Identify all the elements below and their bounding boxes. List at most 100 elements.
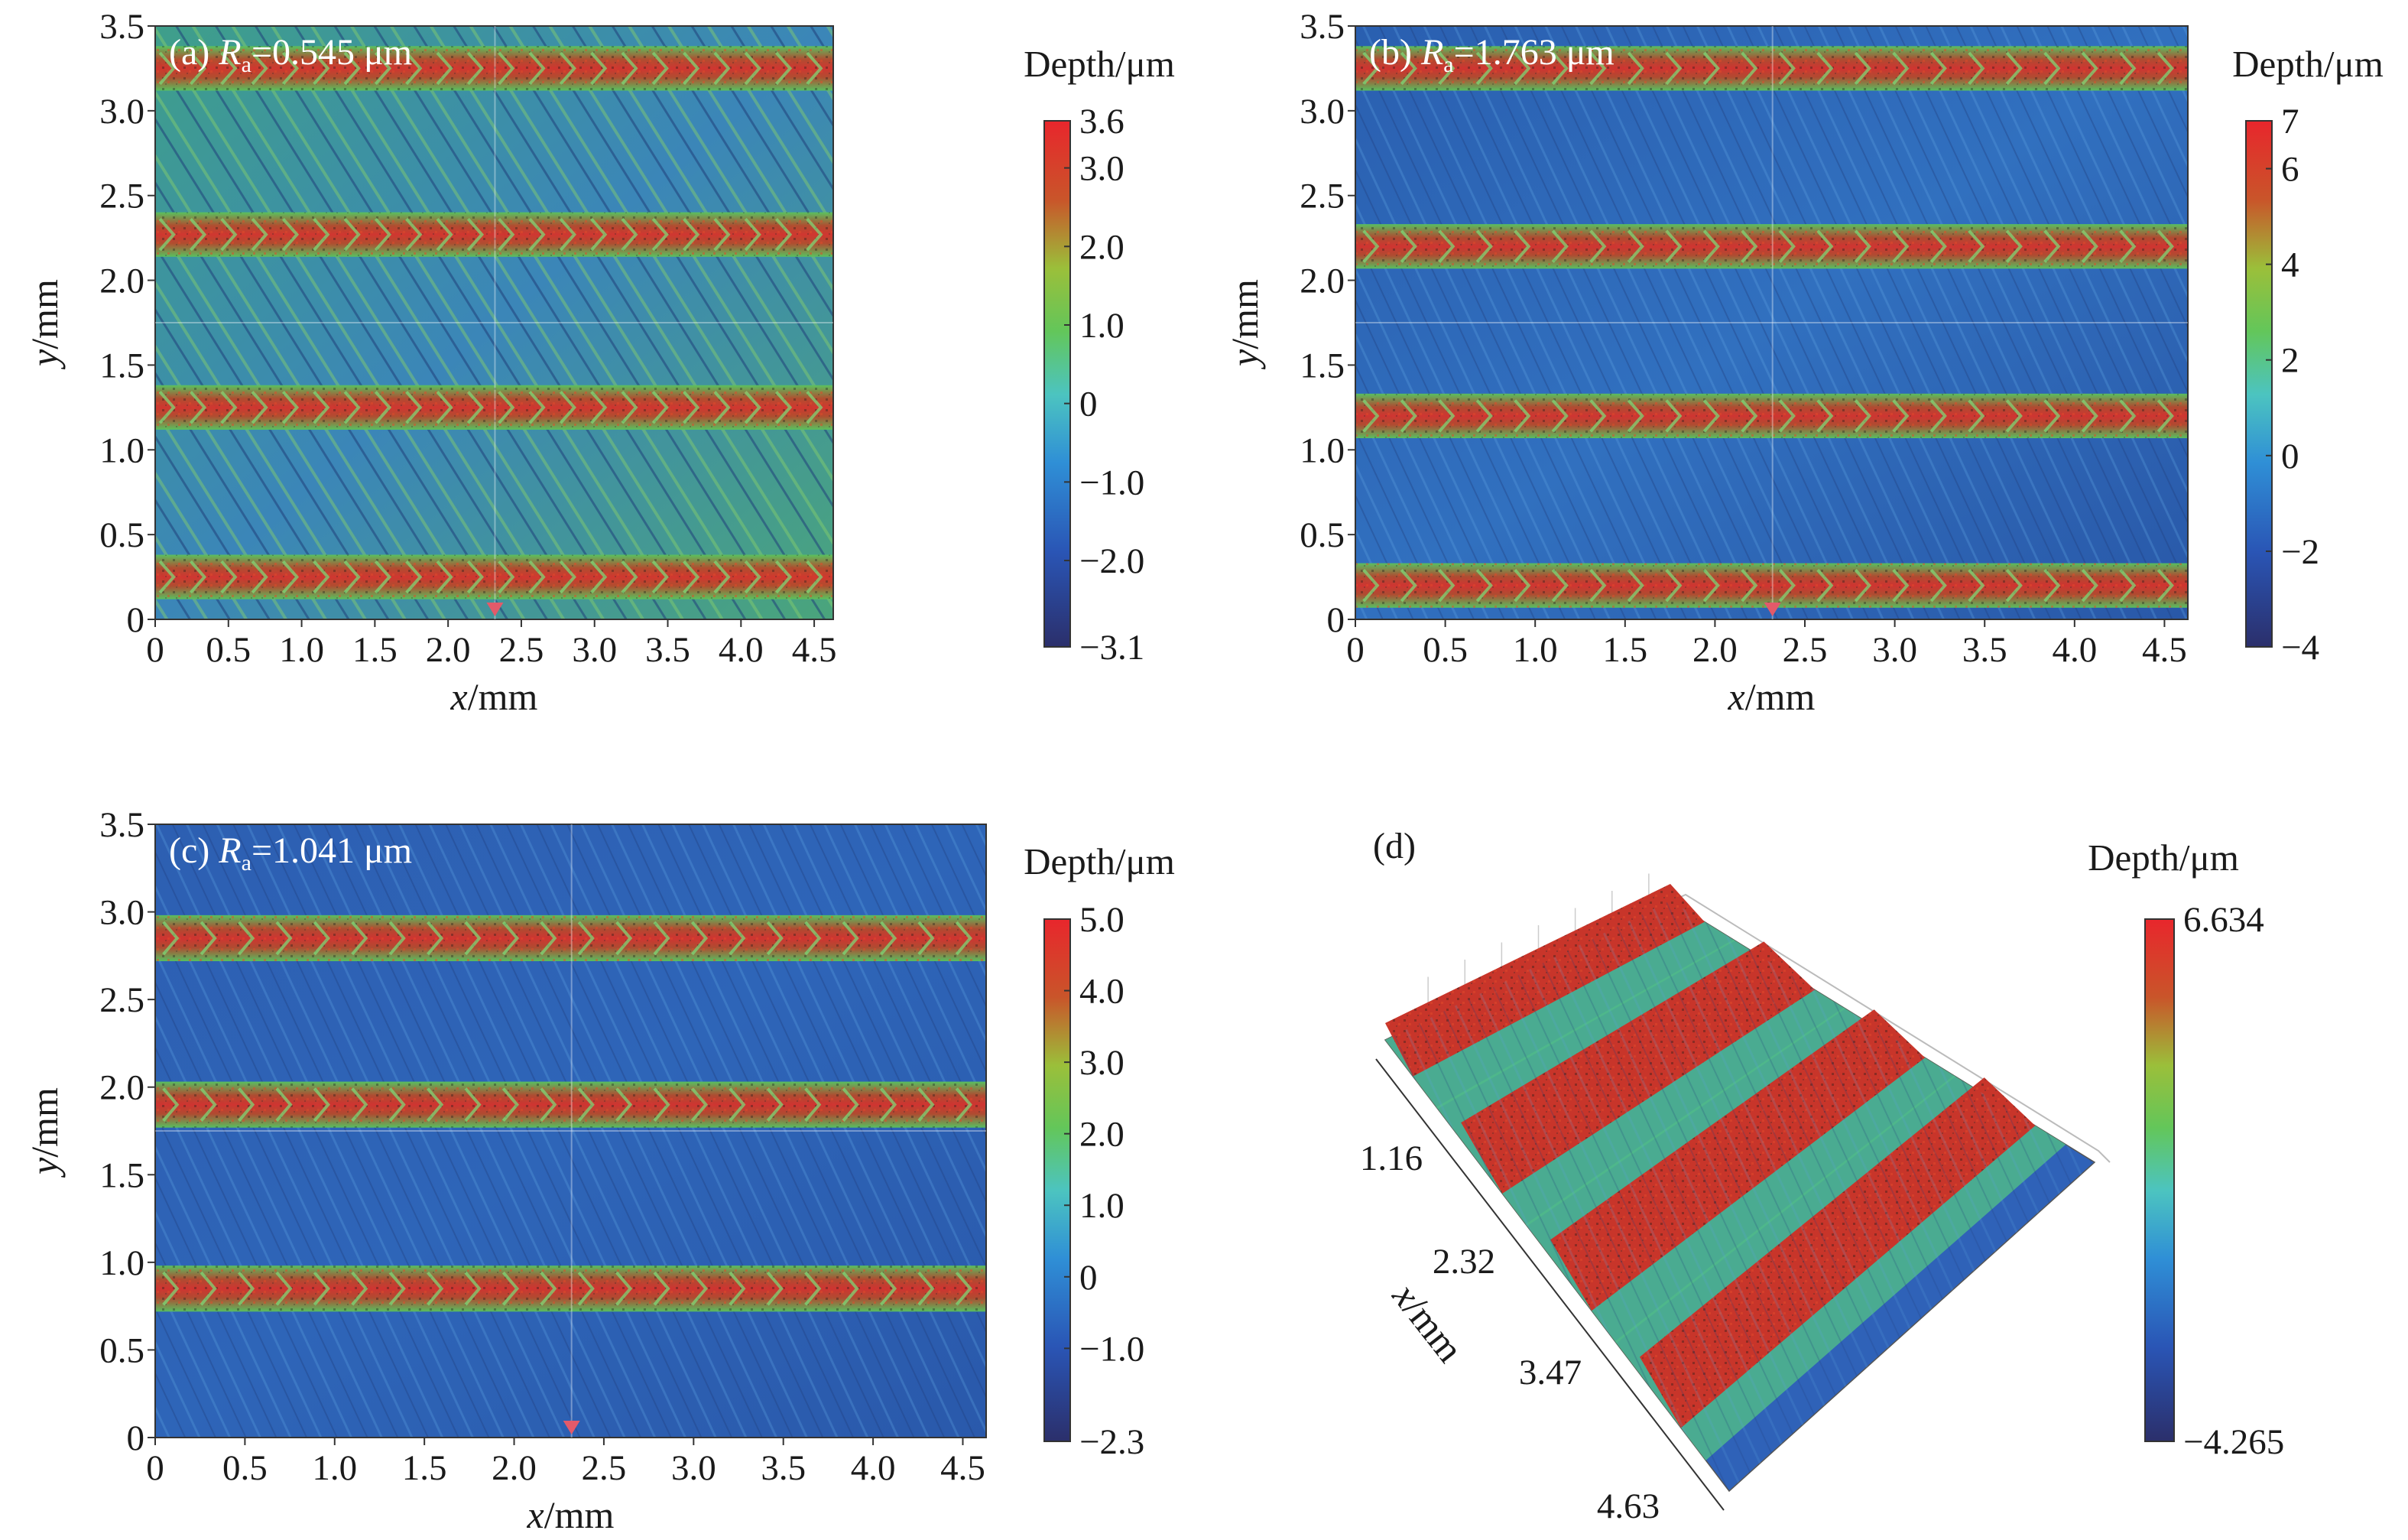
x-tick-label: 4.0: [719, 630, 764, 670]
ridge-texture: [1355, 393, 2188, 439]
ridge-chevron: [464, 1271, 482, 1306]
y-tick-label: 3.0: [99, 92, 144, 132]
ridge-chevron: [2043, 399, 2061, 433]
ridge-chevron: [806, 391, 823, 424]
ridge-chevron: [200, 1087, 217, 1122]
ridge-chevron: [1816, 399, 1834, 433]
panel-label: (a) Ra=0.545 μm: [169, 32, 412, 77]
ridge-chevron: [1892, 51, 1910, 86]
y-tick-label: 0: [127, 600, 145, 640]
ridge-chevron: [427, 1271, 444, 1306]
ridge-chevron: [189, 51, 207, 86]
x-tick-label: 1.5: [402, 1448, 447, 1488]
y-tick-label: 3.5: [99, 805, 144, 845]
ridge-chevron: [275, 1087, 293, 1122]
ridge-chevron: [464, 921, 482, 956]
ridge-chevron: [559, 218, 576, 252]
surface-x-tick-label: 2.32: [1433, 1242, 1495, 1282]
ridge-chevron: [466, 218, 485, 252]
ridge-chevron: [577, 921, 595, 956]
ridge-chevron: [1589, 229, 1607, 263]
colorbar-tick-label: 3.6: [1079, 102, 1124, 141]
ridge-chevron: [879, 1271, 897, 1306]
ridge-chevron: [2081, 51, 2098, 86]
surface-x-axis-title: x/mm: [1384, 1275, 1472, 1370]
x-tick-label: 3.5: [645, 630, 690, 670]
ridge-chevron: [220, 218, 238, 252]
ridge-chevron: [2081, 568, 2098, 603]
ridge-chevron: [1475, 568, 1493, 603]
ridge-chevron: [1551, 51, 1569, 86]
plot-frame: [154, 25, 834, 620]
ridge-chevron: [559, 391, 576, 424]
ridge-chevron: [251, 560, 268, 594]
ridge-chevron: [427, 1087, 444, 1122]
ridge-chevron: [1929, 229, 1947, 263]
ridge-chevron: [2081, 399, 2098, 433]
ridge-chevron: [466, 560, 485, 594]
ridge-chevron: [158, 218, 176, 252]
ridge-texture: [155, 385, 833, 430]
ridge-chevron: [917, 921, 935, 956]
ridge-chevron: [466, 391, 485, 424]
ridge-chevron: [804, 1271, 822, 1306]
x-tick-label: 1.0: [279, 630, 324, 670]
ridge-chevron: [388, 1271, 406, 1306]
ridge-chevron: [158, 560, 176, 594]
ridge-chevron: [189, 391, 207, 424]
ridge-chevron: [744, 391, 761, 424]
ridge-chevron: [651, 391, 669, 424]
ridge-chevron: [162, 1271, 180, 1306]
ridge-chevron: [615, 1087, 633, 1122]
x-tick-label: 4.5: [792, 630, 837, 670]
colorbar-tick-label: 3.0: [1079, 149, 1124, 189]
ridge-chevron: [713, 51, 731, 86]
panel-label: (d): [1373, 826, 1416, 866]
ridge-chevron: [651, 51, 669, 86]
colorbar-title: Depth/μm: [1024, 43, 1175, 85]
ridge-chevron: [501, 1271, 520, 1306]
ridge-chevron: [1968, 399, 1985, 433]
y-axis-title: y/mm: [23, 279, 66, 370]
ridge-texture: [155, 212, 833, 257]
ridge-chevron: [615, 921, 633, 956]
x-tick-label: 0.5: [206, 630, 251, 670]
ridge-chevron: [775, 391, 793, 424]
x-tick-label: 3.0: [671, 1448, 716, 1488]
ridge-chevron: [343, 560, 361, 594]
y-tick-label: 2.0: [99, 1068, 144, 1108]
ridge-chevron: [1362, 399, 1380, 433]
ridge-chevron: [766, 1087, 784, 1122]
ridge-chevron: [1589, 51, 1607, 86]
ridge-chevron: [804, 1087, 822, 1122]
ridge-chevron: [405, 391, 423, 424]
ridge-chevron: [1702, 568, 1720, 603]
ridge-chevron: [498, 391, 515, 424]
ridge-texture: [155, 554, 833, 599]
ridge-chevron: [158, 391, 176, 424]
ridge-chevron: [683, 218, 700, 252]
panel-1: 0 0.5 1.0 1.5 2.0 2.5 3.0 3.5 4.0 4.5 0 0.5 1.0 1.5 2.…: [1223, 7, 2384, 718]
ridge-chevron: [200, 1271, 217, 1306]
y-tick-label: 1.0: [1300, 430, 1345, 470]
x-tick-label: 0.5: [1423, 630, 1468, 670]
ridge-chevron: [1627, 229, 1644, 263]
ridge-chevron: [374, 218, 392, 252]
ridge-chevron: [1438, 399, 1456, 433]
ridge-chevron: [313, 391, 330, 424]
surface-x-tick-label: 3.47: [1519, 1353, 1582, 1392]
x-tick-label: 2.5: [1783, 630, 1828, 670]
y-tick-label: 3.0: [1300, 92, 1345, 132]
ridge-chevron: [158, 51, 176, 86]
ridge-chevron: [559, 560, 576, 594]
ridge-chevron: [1854, 568, 1871, 603]
y-tick-label: 1.5: [99, 1155, 144, 1195]
colorbar-tick-label: 2.0: [1079, 1115, 1124, 1155]
ridge-chevron: [590, 560, 608, 594]
ridge-chevron: [1400, 399, 1417, 433]
ridge-chevron: [713, 218, 731, 252]
ridge-chevron: [528, 560, 546, 594]
ridge-chevron: [690, 1087, 709, 1122]
ridge-chevron: [281, 560, 300, 594]
ridge-chevron: [313, 218, 330, 252]
